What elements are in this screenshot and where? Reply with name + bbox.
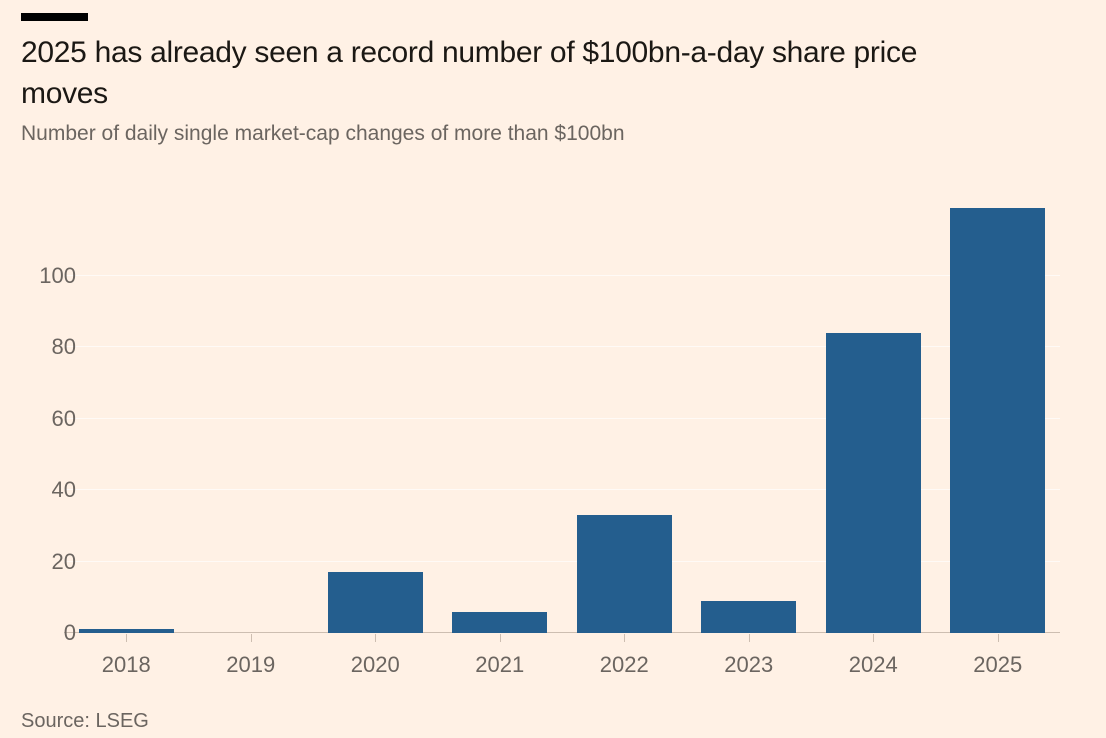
- bar-2021: [452, 612, 548, 633]
- category-band-2018: [64, 190, 189, 633]
- chart-title: 2025 has already seen a record number of…: [21, 36, 918, 110]
- bar-2020: [327, 572, 423, 633]
- x-axis-label-2022: 2022: [599, 652, 649, 677]
- bar-2024: [825, 333, 921, 633]
- x-tick-2025: [997, 634, 999, 642]
- x-tick-2023: [748, 634, 750, 642]
- x-tick-2022: [624, 634, 626, 642]
- category-band-2021: [438, 190, 563, 633]
- category-band-2023: [687, 190, 812, 633]
- x-axis-label-2025: 2025: [973, 652, 1023, 677]
- bar-2018: [78, 629, 174, 633]
- x-axis-label-2020: 2020: [350, 652, 400, 677]
- bar-2022: [576, 515, 672, 633]
- y-axis-label-20: 20: [51, 548, 76, 574]
- x-tick-2020: [375, 634, 377, 642]
- x-axis-label-2023: 2023: [724, 652, 774, 677]
- chart-subtitle: Number of daily single market-cap change…: [21, 122, 625, 145]
- y-axis-label-40: 40: [51, 477, 76, 503]
- x-tick-2024: [873, 634, 875, 642]
- x-axis-label-2018: 2018: [101, 652, 151, 677]
- gridline-60: [64, 417, 1060, 419]
- y-axis-label-60: 60: [51, 405, 76, 431]
- plot-area: [64, 190, 1060, 633]
- x-tick-2019: [250, 634, 252, 642]
- bar-2025: [950, 208, 1046, 633]
- category-band-2025: [936, 190, 1061, 633]
- x-tick-2018: [126, 634, 128, 642]
- gridline-40: [64, 489, 1060, 491]
- category-band-2019: [189, 190, 314, 633]
- y-axis-label-80: 80: [51, 334, 76, 360]
- accent-bar: [21, 13, 88, 21]
- x-axis-line: [64, 632, 1060, 633]
- x-axis-label-2021: 2021: [475, 652, 525, 677]
- x-axis-label-2019: 2019: [226, 652, 276, 677]
- gridline-20: [64, 560, 1060, 562]
- y-axis-label-0: 0: [63, 620, 76, 645]
- category-band-2022: [562, 190, 687, 633]
- bar-2023: [701, 601, 797, 633]
- category-band-2024: [811, 190, 936, 633]
- gridline-100: [64, 274, 1060, 276]
- x-tick-2021: [499, 634, 501, 642]
- x-axis-label-2024: 2024: [848, 652, 898, 677]
- y-axis-label-100: 100: [39, 262, 76, 288]
- category-band-2020: [313, 190, 438, 633]
- gridline-80: [64, 346, 1060, 348]
- source-note: Source: LSEG: [21, 710, 149, 732]
